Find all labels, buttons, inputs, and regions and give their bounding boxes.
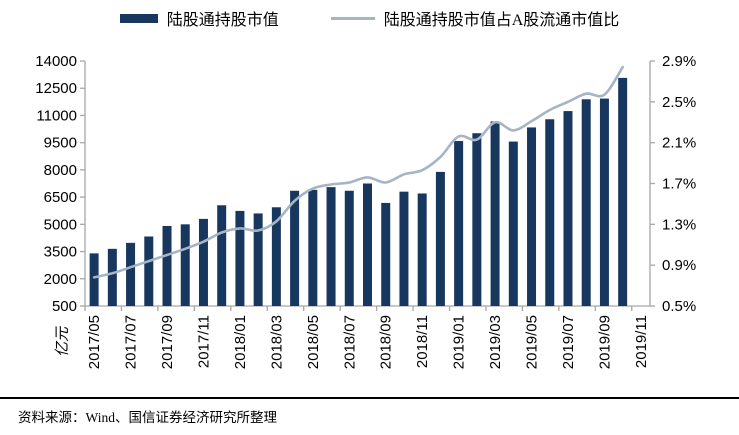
x-axis-tick-label: 2019/05 — [524, 315, 541, 369]
y2-axis-tick-label: 1.3% — [662, 216, 696, 233]
bar-2018/11 — [417, 193, 427, 306]
bar-2018/09 — [381, 202, 391, 306]
bar-2019/07 — [563, 111, 573, 306]
x-axis-tick-label: 2019/09 — [596, 315, 613, 369]
bar-2019/01 — [454, 141, 464, 306]
y-axis-tick-label: 3500 — [44, 244, 77, 261]
y-axis-tick-label: 11000 — [36, 107, 77, 124]
bar-2018/08 — [363, 183, 372, 306]
bar-2017/08 — [144, 236, 154, 306]
data-source-note: 资料来源：Wind、国信证券经济研究所整理 — [18, 410, 277, 425]
bar-2018/02 — [253, 213, 263, 306]
legend-item-bar-series: 陆股通持股市值 — [119, 6, 279, 30]
bar-2018/12 — [435, 171, 445, 306]
line-series-swatch-icon — [330, 16, 375, 20]
x-axis-tick-label: 2018/03 — [268, 315, 285, 369]
x-axis-tick-label: 2017/07 — [123, 315, 140, 369]
y-axis-tick-label: 5000 — [44, 216, 77, 233]
bar-2018/04 — [290, 190, 300, 306]
bar-2019/10 — [618, 77, 628, 306]
y-axis-tick-label: 8000 — [44, 162, 77, 179]
bar-2019/03 — [490, 121, 500, 306]
x-axis-tick-label: 2017/11 — [195, 315, 212, 368]
bar-2018/07 — [344, 190, 354, 306]
y-axis-tick-label: 14000 — [35, 53, 77, 70]
legend-item-line-series: 陆股通持股市值占A股流通市值比 — [330, 6, 620, 30]
bar-2018/05 — [308, 189, 318, 306]
y2-axis-tick-label: 0.9% — [662, 257, 696, 274]
bar-2017/07 — [126, 242, 136, 306]
bar-2017/05 — [89, 253, 99, 306]
y-axis-tick-label: 9500 — [44, 135, 77, 152]
bar-2019/08 — [581, 99, 591, 306]
x-axis-tick-label: 2018/07 — [341, 315, 358, 369]
x-axis-tick-label: 2018/01 — [232, 315, 249, 369]
y-axis-tick-label: 500 — [52, 298, 77, 315]
x-axis-tick-label: 2018/11 — [414, 315, 431, 368]
bar-2018/10 — [399, 191, 409, 306]
y-axis-tick-label: 2000 — [44, 271, 77, 288]
footer-divider — [0, 397, 739, 399]
chart-legend: 陆股通持股市值 陆股通持股市值占A股流通市值比 — [0, 6, 739, 30]
x-axis-tick-label: 2017/09 — [159, 315, 176, 369]
y2-axis-tick-label: 1.7% — [662, 176, 696, 193]
y-axis-unit-label: 亿元 — [54, 326, 71, 357]
bar-2017/09 — [162, 225, 172, 306]
y2-axis-tick-label: 0.5% — [662, 298, 696, 315]
bar-2017/10 — [180, 224, 190, 306]
combo-chart-plot: 14000 12500 11000 9500 8000 6500 5000 3500 2000 5… — [35, 53, 696, 369]
bar-2018/03 — [271, 207, 281, 306]
legend-bar-label: 陆股通持股市值 — [166, 12, 279, 29]
x-axis-tick-label: 2019/01 — [451, 315, 468, 369]
ratio-line-series — [92, 65, 624, 279]
y2-axis-tick-label: 2.5% — [662, 94, 696, 111]
bar-2017/11 — [198, 218, 208, 306]
y2-axis-tick-label: 2.1% — [662, 135, 696, 152]
bar-2017/12 — [217, 205, 227, 306]
x-axis-tick-label: 2018/09 — [378, 315, 395, 369]
y2-axis-tick-label: 2.9% — [662, 53, 696, 70]
bar-series-swatch-icon — [119, 13, 158, 23]
x-axis-tick-label: 2019/07 — [560, 315, 577, 369]
bar-2017/06 — [107, 248, 117, 306]
bar-2018/01 — [235, 210, 245, 306]
bar-2019/04 — [508, 141, 518, 306]
x-axis-tick-label: 2017/05 — [86, 315, 103, 369]
bar-2019/05 — [527, 127, 537, 306]
x-axis-tick-label: 2018/05 — [305, 315, 322, 369]
x-axis-tick-label: 2019/11 — [633, 315, 650, 368]
bar-2018/06 — [326, 187, 336, 306]
bar-2019/06 — [545, 119, 555, 306]
y-axis-tick-label: 12500 — [35, 80, 77, 97]
x-axis-tick-label: 2019/03 — [487, 315, 504, 369]
legend-line-label: 陆股通持股市值占A股流通市值比 — [383, 12, 620, 29]
bar-2019/09 — [599, 98, 609, 306]
bar-2019/02 — [472, 133, 482, 306]
y-axis-tick-label: 6500 — [44, 189, 77, 206]
